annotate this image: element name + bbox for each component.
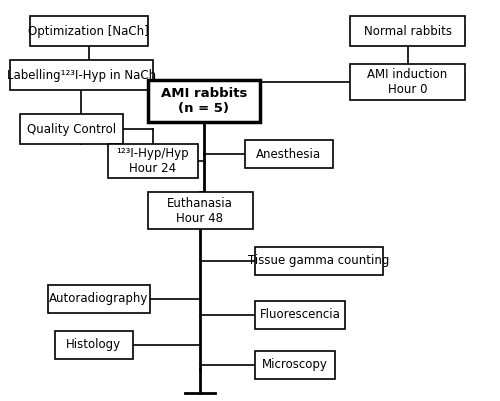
FancyBboxPatch shape [108,144,198,178]
Text: Euthanasia
Hour 48: Euthanasia Hour 48 [167,196,233,225]
Text: Anesthesia: Anesthesia [256,148,322,161]
FancyBboxPatch shape [350,64,465,100]
Text: ¹²³I-Hyp/Hyp
Hour 24: ¹²³I-Hyp/Hyp Hour 24 [116,148,189,175]
Text: Microscopy: Microscopy [262,358,328,371]
FancyBboxPatch shape [148,192,252,229]
FancyBboxPatch shape [30,16,148,46]
FancyBboxPatch shape [10,60,152,90]
FancyBboxPatch shape [55,331,132,359]
Text: Optimization [NaCh]: Optimization [NaCh] [28,24,149,38]
Text: Quality Control: Quality Control [26,123,116,136]
FancyBboxPatch shape [20,114,122,144]
Text: Fluorescencia: Fluorescencia [260,308,340,321]
Text: Autoradiography: Autoradiography [49,292,148,305]
Text: AMI induction
Hour 0: AMI induction Hour 0 [368,68,448,96]
FancyBboxPatch shape [350,16,465,46]
Text: Labelling¹²³I-Hyp in NaCh: Labelling¹²³I-Hyp in NaCh [6,69,156,82]
FancyBboxPatch shape [255,351,335,379]
Text: Normal rabbits: Normal rabbits [364,24,452,38]
FancyBboxPatch shape [48,285,150,313]
FancyBboxPatch shape [245,140,332,168]
Text: Histology: Histology [66,338,122,351]
FancyBboxPatch shape [255,247,382,275]
Text: Tissue gamma counting: Tissue gamma counting [248,254,390,267]
FancyBboxPatch shape [255,301,345,329]
FancyBboxPatch shape [148,80,260,122]
Text: AMI rabbits
(n = 5): AMI rabbits (n = 5) [160,87,247,115]
